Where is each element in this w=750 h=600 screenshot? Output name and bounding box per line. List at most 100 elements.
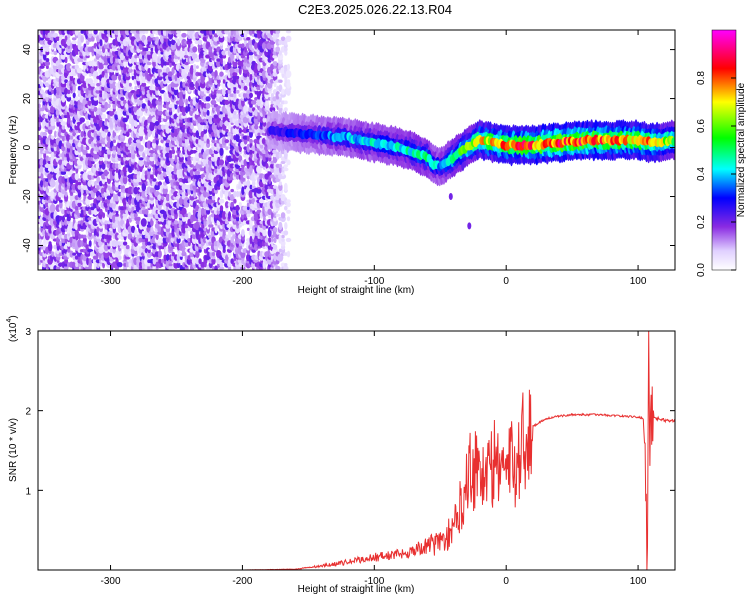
noise-cell: [137, 98, 140, 107]
noise-cell: [144, 237, 149, 243]
noise-cell: [64, 105, 68, 114]
noise-cell: [284, 222, 288, 230]
noise-cell: [116, 262, 123, 268]
noise-cell: [109, 56, 114, 64]
noise-cell: [107, 103, 111, 109]
noise-cell: [163, 65, 168, 70]
noise-cell: [93, 58, 98, 62]
noise-cell: [83, 146, 87, 150]
noise-cell: [168, 125, 173, 129]
noise-cell: [141, 182, 147, 192]
noise-cell: [111, 74, 118, 81]
noise-cell: [74, 172, 80, 181]
noise-cell: [150, 171, 154, 175]
noise-cell: [146, 170, 152, 175]
noise-cell: [64, 258, 69, 265]
noise-cell: [127, 68, 133, 73]
noise-cell: [130, 225, 136, 233]
noise-cell: [45, 58, 50, 62]
spectrogram-content: [38, 30, 675, 270]
noise-cell: [80, 30, 84, 34]
noise-cell: [262, 229, 267, 237]
noise-cell: [122, 166, 128, 173]
noise-cell: [163, 117, 168, 123]
noise-cell: [154, 183, 161, 191]
noise-cell: [150, 47, 154, 52]
noise-cell: [48, 84, 52, 92]
noise-cell: [51, 251, 55, 257]
noise-cell: [155, 36, 159, 41]
noise-cell: [107, 222, 111, 230]
noise-cell: [45, 95, 50, 103]
noise-cell: [51, 135, 55, 140]
noise-cell: [142, 30, 146, 35]
noise-cell: [142, 241, 146, 246]
noise-cell: [233, 198, 237, 204]
noise-cell: [88, 257, 92, 265]
noise-cell: [114, 163, 120, 169]
noise-cell: [174, 145, 178, 151]
noise-cell: [171, 251, 175, 257]
noise-cell: [283, 230, 289, 236]
noise-cell: [192, 46, 198, 53]
noise-cell: [75, 179, 79, 188]
noise-cell: [77, 239, 82, 248]
noise-cell: [74, 208, 79, 215]
noise-cell: [173, 191, 179, 198]
noise-cell: [166, 47, 170, 52]
noise-cell: [181, 32, 187, 38]
noise-cell: [125, 244, 130, 250]
noise-cell: [93, 78, 98, 84]
noise-cell: [104, 64, 109, 70]
noise-cell: [280, 212, 286, 219]
noise-cell: [134, 228, 138, 237]
noise-cell: [125, 156, 130, 161]
noise-cell: [64, 178, 68, 182]
noise-cell: [92, 70, 99, 78]
noise-cell: [80, 130, 84, 138]
noise-cell: [250, 100, 257, 105]
noise-cell: [58, 200, 63, 209]
noise-cell: [241, 43, 245, 49]
noise-cell: [141, 233, 146, 240]
noise-cell: [53, 50, 58, 56]
noise-cell: [68, 138, 75, 144]
noise-cell: [64, 174, 68, 179]
noise-cell: [111, 97, 118, 101]
noise-cell: [77, 178, 82, 182]
noise-cell: [246, 202, 250, 207]
noise-cell: [157, 181, 162, 186]
noise-cell: [238, 30, 243, 34]
noise-cell: [115, 205, 119, 212]
noise-cell: [138, 158, 144, 167]
noise-cell: [117, 255, 122, 261]
noise-cell: [139, 97, 144, 101]
noise-cell: [63, 219, 69, 226]
noise-cell: [59, 109, 63, 117]
noise-cell: [235, 89, 240, 94]
noise-cell: [211, 251, 216, 257]
noise-cell: [168, 265, 173, 270]
noise-cell: [195, 65, 199, 69]
noise-cell: [118, 74, 122, 81]
noise-cell: [42, 135, 47, 140]
noise-cell: [79, 117, 85, 123]
noise-cell: [138, 157, 144, 161]
noise-cell: [104, 220, 109, 225]
noise-cell: [141, 50, 147, 56]
noise-cell: [133, 162, 138, 170]
noise-cell: [95, 86, 101, 91]
noise-cell: [60, 170, 67, 175]
noise-cell: [48, 241, 52, 246]
noise-cell: [141, 82, 147, 87]
noise-cell: [64, 56, 68, 64]
noise-cell: [71, 37, 77, 41]
noise-cell: [61, 261, 66, 269]
noise-cell: [74, 265, 80, 270]
noise-cell: [154, 121, 160, 126]
noise-cell: [60, 82, 67, 88]
noise-cell: [163, 254, 167, 262]
noise-cell: [123, 123, 127, 131]
noise-cell: [64, 79, 68, 84]
